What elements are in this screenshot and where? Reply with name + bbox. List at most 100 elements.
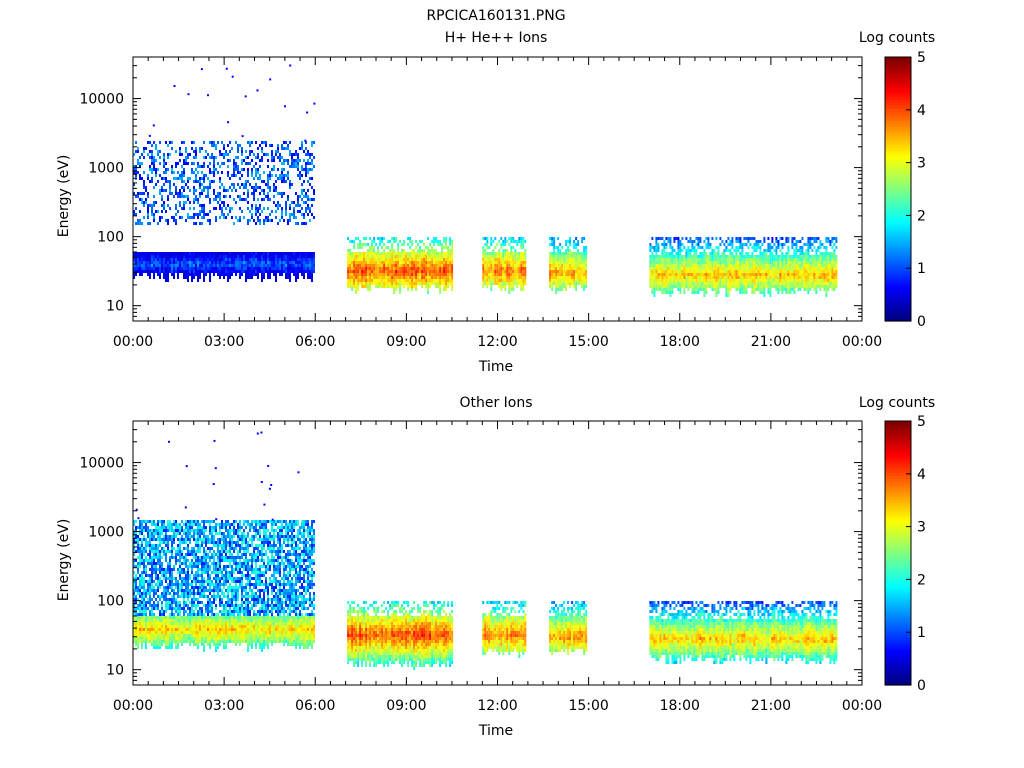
spectrogram-cell [383, 285, 386, 288]
spectrogram-cell [263, 192, 265, 195]
spectrogram-cell [506, 270, 509, 273]
spectrogram-cell [307, 252, 309, 255]
spectrogram-cell [273, 270, 275, 273]
spectrogram-cell [492, 282, 495, 285]
spectrogram-cell [243, 198, 245, 201]
spectrogram-cell [681, 270, 684, 273]
spectrogram-cell [375, 243, 378, 246]
spectrogram-cell [733, 276, 736, 279]
spectrogram-cell [743, 267, 746, 270]
spectrogram-cell [195, 153, 197, 156]
spectrogram-cell [665, 270, 668, 273]
spectrogram-cell [743, 273, 746, 276]
spectrogram-cell [213, 144, 215, 147]
spectrogram-cell [153, 261, 155, 264]
spectrogram-cell [353, 270, 356, 273]
spectrogram-cell [213, 261, 215, 264]
spectrogram-cell [239, 264, 241, 267]
spectrogram-cell [819, 252, 822, 255]
spectrogram-cell [793, 273, 796, 276]
spectrogram-cell [369, 270, 372, 273]
spectrogram-cell [281, 177, 283, 180]
spectrogram-cell [367, 252, 370, 255]
spectrogram-cell [496, 255, 499, 258]
spectrogram-cell [409, 282, 412, 285]
spectrogram-cell [379, 252, 382, 255]
spectrogram-cell [512, 237, 515, 240]
spectrogram-cell [229, 264, 231, 267]
spectrogram-cell [695, 264, 698, 267]
spectrogram-cell [775, 258, 778, 261]
spectrogram-cell [502, 252, 505, 255]
spectrogram-cell [829, 264, 832, 267]
spectrogram-cell [717, 282, 720, 285]
spectrogram-cell [689, 240, 692, 243]
spectrogram-cell [769, 255, 772, 258]
spectrogram-cell [145, 189, 147, 192]
spectrogram-cell [743, 282, 746, 285]
spectrogram-cell [239, 252, 241, 255]
spectrogram-cell [703, 282, 706, 285]
spectrogram-cell [391, 279, 394, 282]
spectrogram-cell [251, 192, 253, 195]
spectrogram-cell [557, 282, 560, 285]
spectrogram-cell [835, 264, 838, 267]
spectrogram-cell [516, 261, 519, 264]
spectrogram-cell [421, 264, 424, 267]
spectrogram-cell [167, 195, 169, 198]
spectrogram-cell [403, 252, 406, 255]
spectrogram-cell [313, 156, 315, 159]
spectrogram-cell [179, 192, 181, 195]
spectrogram-cell [297, 159, 299, 162]
spectrogram-cell [279, 174, 281, 177]
spectrogram-cell [303, 255, 305, 258]
spectrogram-cell [771, 252, 774, 255]
spectrogram-cell [359, 258, 362, 261]
spectrogram-cell [815, 264, 818, 267]
spectrogram-cell [249, 270, 251, 273]
spectrogram-cell [365, 264, 368, 267]
spectrogram-cell [721, 276, 724, 279]
spectrogram-cell [141, 222, 143, 225]
spectrogram-cell [508, 258, 511, 261]
spectrogram-cell [727, 249, 730, 252]
spectrogram-cell [187, 276, 189, 279]
spectrogram-cell [295, 267, 297, 270]
spectrogram-cell [559, 243, 562, 246]
spectrogram-cell [817, 273, 820, 276]
spectrogram-cell [677, 288, 680, 291]
colorbar-swatch [885, 177, 911, 181]
spectrogram-cell [213, 174, 215, 177]
spectrogram-cell [500, 237, 503, 240]
spectrogram-cell [693, 282, 696, 285]
spectrogram-cell [569, 276, 572, 279]
spectrogram-cell [401, 270, 404, 273]
spectrogram-segment [347, 237, 454, 294]
spectrogram-cell [439, 258, 442, 261]
spectrogram-cell [141, 583, 143, 586]
spectrogram-cell [171, 270, 173, 273]
spectrogram-cell [211, 153, 213, 156]
spectrogram-cell [502, 279, 505, 282]
spectrogram-cell [231, 207, 233, 210]
spectrogram-cell [571, 276, 574, 279]
y-axis-label: Energy (eV) [56, 519, 72, 602]
spectrogram-cell [833, 237, 836, 240]
spectrogram-cell [245, 267, 247, 270]
spectrogram-cell [243, 186, 245, 189]
spectrogram-cell [137, 547, 139, 550]
spectrogram-cell [309, 276, 311, 279]
spectrogram-cell [173, 177, 175, 180]
spectrogram-cell [729, 261, 732, 264]
spectrogram-cell [405, 261, 408, 264]
spectrogram-cell [181, 180, 183, 183]
spectrogram-cell [269, 78, 272, 81]
spectrogram-cell [139, 174, 141, 177]
spectrogram-cell [561, 258, 564, 261]
spectrogram-cell [351, 261, 354, 264]
spectrogram-cell [355, 264, 358, 267]
spectrogram-cell [135, 168, 137, 171]
spectrogram-cell [551, 243, 554, 246]
spectrogram-cell [295, 264, 297, 267]
spectrogram-cell [217, 252, 219, 255]
